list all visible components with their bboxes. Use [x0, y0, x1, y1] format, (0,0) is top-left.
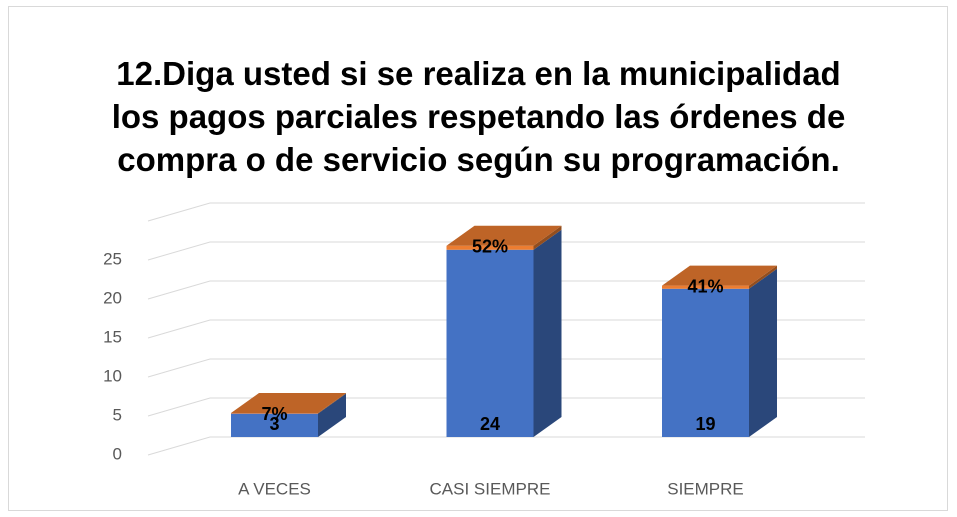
- bar-front: [231, 413, 318, 437]
- bar-front: [231, 413, 318, 414]
- bar-segment: [231, 393, 346, 437]
- data-label: 41%: [687, 276, 723, 296]
- data-label: 7%: [261, 404, 287, 424]
- x-tick-label: A VECES: [238, 479, 311, 498]
- bar-segment: [231, 393, 346, 414]
- bar-side: [749, 268, 777, 437]
- y-tick-label: 25: [103, 249, 122, 268]
- data-label: 3: [269, 414, 279, 434]
- data-label: 24: [480, 414, 500, 434]
- bar-front: [662, 285, 749, 289]
- y-tick-label: 20: [103, 288, 122, 307]
- y-tick-label: 10: [103, 366, 122, 385]
- bar-segment: [662, 268, 777, 437]
- bar-front: [446, 249, 534, 437]
- grid-line: [147, 397, 865, 417]
- bar-side: [318, 393, 346, 437]
- bar-top: [446, 225, 562, 246]
- grid-line: [147, 358, 865, 378]
- grid-line: [147, 241, 865, 261]
- bar-side: [533, 229, 562, 437]
- grid-line: [147, 280, 865, 300]
- bar-front: [446, 245, 534, 250]
- bar-top: [231, 393, 346, 414]
- x-tick-label: SIEMPRE: [667, 479, 744, 498]
- bar-segment: [446, 225, 562, 250]
- y-tick-label: 0: [113, 444, 122, 463]
- data-label: 52%: [472, 236, 508, 256]
- bar-side: [318, 393, 346, 414]
- bar-side: [749, 265, 777, 289]
- bar-front: [662, 288, 749, 437]
- bar-segment: [662, 265, 777, 289]
- bar-top: [662, 265, 777, 286]
- data-label: 19: [695, 414, 715, 434]
- x-tick-label: CASI SIEMPRE: [430, 479, 551, 498]
- y-tick-label: 15: [103, 327, 122, 346]
- chart-title: 12.Diga usted si se realiza en la munici…: [111, 55, 846, 178]
- grid-line: [147, 202, 865, 222]
- grid-line: [147, 436, 865, 456]
- grid-line: [147, 319, 865, 339]
- chart-border: [8, 6, 948, 511]
- bar-segment: [446, 229, 562, 437]
- y-tick-label: 5: [113, 405, 122, 424]
- bar-side: [533, 225, 562, 250]
